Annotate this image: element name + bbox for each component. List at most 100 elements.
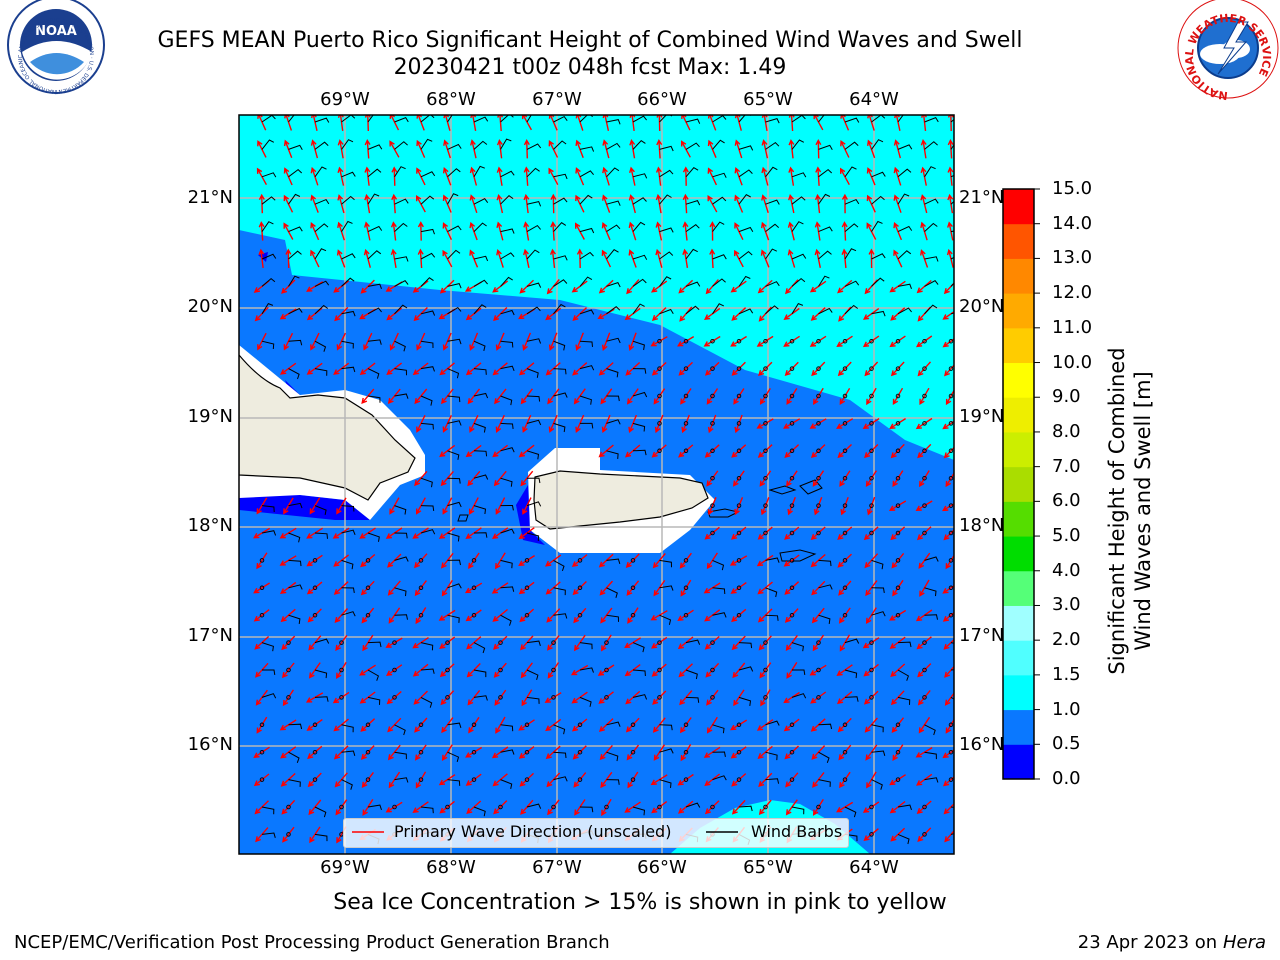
wave-direction-arrow — [253, 773, 270, 787]
wind-barb-calm — [895, 448, 901, 454]
wave-direction-arrow — [253, 582, 270, 594]
wind-barb — [791, 139, 805, 150]
wind-barb — [897, 307, 912, 315]
wind-barb — [341, 587, 355, 593]
wind-barb — [367, 395, 381, 403]
wind-barb — [871, 310, 886, 317]
wave-direction-arrow — [839, 387, 851, 405]
wave-direction-arrow — [944, 364, 954, 377]
wave-direction-arrow — [888, 500, 907, 511]
wind-barb-calm — [710, 530, 715, 536]
wind-barb-calm — [657, 667, 662, 673]
land-vieques — [707, 508, 740, 518]
colorbar-swatch — [1003, 570, 1034, 606]
vector-field — [253, 115, 954, 845]
wind-barb — [924, 280, 939, 287]
wave-direction-arrow — [734, 414, 743, 434]
wave-direction-arrow — [414, 553, 428, 569]
wind-barb — [924, 141, 938, 150]
wave-direction-arrow — [786, 470, 798, 487]
wind-barb — [473, 669, 487, 678]
wind-barb-calm — [736, 475, 742, 481]
wind-barb-calm — [948, 366, 954, 371]
wind-barb-calm — [312, 612, 318, 618]
wave-direction-arrow — [704, 635, 720, 650]
wind-barb — [473, 255, 489, 262]
wind-barb — [420, 668, 435, 674]
land-st-thomas — [768, 485, 797, 495]
wind-barb-calm — [630, 558, 636, 563]
wind-barb-calm — [842, 749, 848, 755]
wave-direction-arrow — [678, 444, 694, 458]
wind-barb — [818, 723, 833, 730]
wind-barb — [394, 256, 409, 262]
wind-barb-calm — [445, 667, 450, 673]
wind-barb-calm — [842, 366, 848, 371]
wind-barb — [261, 253, 277, 260]
wind-barb-calm — [895, 366, 901, 371]
wind-barb — [553, 776, 568, 782]
wind-barb — [606, 224, 621, 233]
wave-direction-arrow — [917, 689, 931, 706]
wind-barb — [659, 559, 672, 568]
wave-direction-arrow — [783, 418, 801, 429]
wind-barb — [420, 115, 435, 123]
wave-direction-arrow — [838, 580, 852, 596]
wind-barb — [632, 669, 646, 677]
colorbar-tick-label: 11.0 — [1052, 316, 1093, 338]
wave-direction-arrow — [839, 470, 851, 487]
wind-barb — [844, 638, 860, 644]
wave-direction-arrow — [809, 664, 827, 676]
wind-barb — [367, 307, 382, 315]
wind-barb — [447, 583, 462, 589]
wind-barb — [473, 806, 486, 817]
wind-barb — [897, 833, 910, 845]
wind-barb — [685, 142, 700, 150]
wind-barb-calm — [736, 530, 742, 536]
wind-barb — [553, 751, 567, 759]
wind-barb-calm — [763, 393, 768, 399]
wind-barb — [314, 368, 328, 376]
wind-barb — [791, 302, 804, 315]
wave-direction-arrow — [812, 634, 825, 652]
wind-barb-calm — [498, 667, 503, 673]
wave-direction-arrow — [571, 554, 588, 568]
wind-barb-calm — [948, 475, 954, 481]
footer-credit: NCEP/EMC/Verification Post Processing Pr… — [14, 932, 610, 953]
colorbar-title: Significant Height of Combined Wind Wave… — [1104, 311, 1156, 711]
wind-barb — [579, 309, 595, 315]
colorbar-tick-label: 4.0 — [1052, 559, 1081, 581]
wave-direction-arrow — [625, 717, 640, 733]
wind-barb — [420, 228, 435, 235]
wave-direction-arrow — [306, 554, 323, 567]
wave-direction-arrow — [493, 662, 507, 678]
wind-barb-calm — [869, 530, 874, 536]
wind-barb — [261, 806, 275, 815]
wind-barb — [473, 695, 488, 701]
wind-barb — [473, 198, 489, 205]
wind-barb-calm — [763, 338, 768, 344]
lat-tick-left-18n: 18°N — [187, 515, 233, 536]
wind-barb — [844, 669, 858, 679]
land-st-croix — [779, 549, 817, 562]
wind-barb — [367, 283, 382, 289]
wind-barb — [818, 144, 833, 151]
wave-direction-arrow — [677, 609, 694, 622]
colorbar-swatch — [1003, 189, 1034, 225]
wave-direction-arrow — [784, 608, 799, 623]
chart-title: GEFS MEAN Puerto Rico Significant Height… — [157, 28, 1023, 53]
wind-barb-calm — [948, 585, 954, 591]
wind-barb — [632, 278, 647, 287]
wave-direction-arrow — [571, 718, 588, 732]
wind-barb — [765, 141, 780, 150]
wind-barb — [473, 474, 489, 480]
wind-barb — [579, 340, 593, 347]
wind-barb — [500, 228, 515, 234]
wave-direction-arrow — [862, 801, 880, 813]
wind-barb — [924, 304, 938, 315]
wave-direction-arrow — [784, 444, 800, 459]
wind-barb-calm — [630, 722, 636, 728]
wind-barb-calm — [710, 338, 715, 344]
wind-barb-calm — [763, 640, 768, 645]
lat-tick-left-20n: 20°N — [187, 296, 233, 317]
